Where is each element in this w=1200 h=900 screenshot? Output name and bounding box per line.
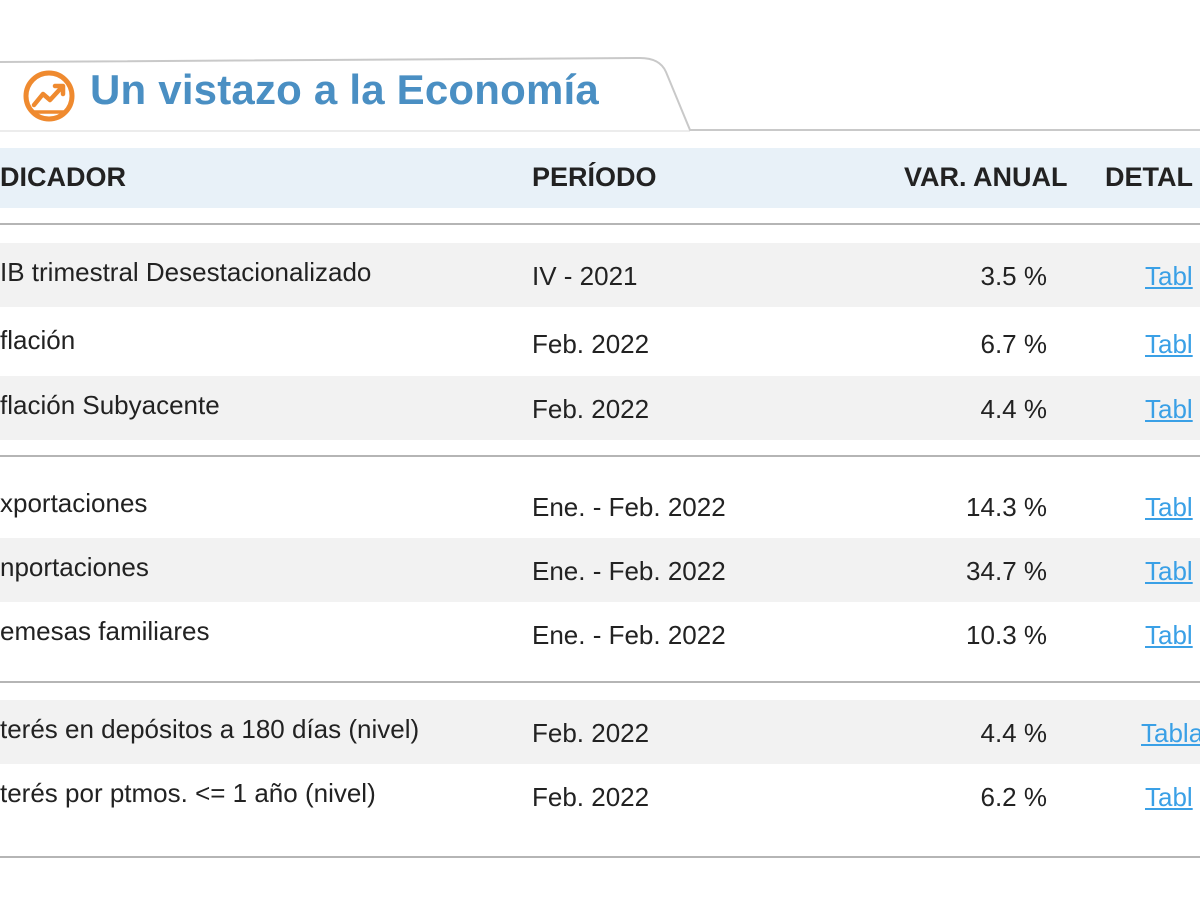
indicator-cell: terés por ptmos. <= 1 año (nivel) [0, 778, 376, 808]
annual-var-cell: 3.5 % [980, 261, 1048, 291]
period-cell: Ene. - Feb. 2022 [532, 492, 726, 522]
period-cell: Feb. 2022 [532, 718, 650, 748]
indicator-cell: emesas familiares [0, 616, 210, 646]
annual-var-cell: 6.7 % [980, 329, 1048, 359]
detail-link[interactable]: Tabl [1145, 492, 1193, 522]
indicator-cell: terés en depósitos a 180 días (nivel) [0, 714, 420, 744]
annual-var-cell: 6.2 % [980, 782, 1048, 812]
indicator-cell: flación Subyacente [0, 390, 220, 420]
table-row: flación Feb. 2022 6.7 % Tabl [0, 311, 1200, 375]
detail-link[interactable]: Tabl [1145, 261, 1193, 291]
detail-link[interactable]: Tabl [1145, 556, 1193, 586]
column-header-indicator: DICADOR [0, 162, 126, 192]
table-row: terés en depósitos a 180 días (nivel) Fe… [0, 700, 1200, 764]
table-row: flación Subyacente Feb. 2022 4.4 % Tabl [0, 376, 1200, 440]
group-separator [0, 681, 1200, 683]
period-cell: Ene. - Feb. 2022 [532, 620, 726, 650]
table-bottom-border [0, 856, 1200, 858]
period-cell: Feb. 2022 [532, 394, 650, 424]
tab-outline [0, 56, 1200, 132]
detail-link[interactable]: Tabl [1145, 329, 1193, 359]
group-separator [0, 455, 1200, 457]
page-title: Un vistazo a la Economía [90, 66, 599, 113]
detail-link[interactable]: Tabl [1145, 620, 1193, 650]
indicator-cell: IB trimestral Desestacionalizado [0, 257, 372, 287]
table-row: IB trimestral Desestacionalizado IV - 20… [0, 243, 1200, 307]
trend-chart-icon [23, 70, 75, 122]
column-header-annual-var: VAR. ANUAL [904, 162, 1068, 192]
detail-link[interactable]: Tabl [1145, 394, 1193, 424]
annual-var-cell: 4.4 % [980, 718, 1048, 748]
period-cell: IV - 2021 [532, 261, 638, 291]
table-row: xportaciones Ene. - Feb. 2022 14.3 % Tab… [0, 474, 1200, 538]
table-row: terés por ptmos. <= 1 año (nivel) Feb. 2… [0, 764, 1200, 828]
indicator-cell: xportaciones [0, 488, 148, 518]
annual-var-cell: 10.3 % [966, 620, 1047, 650]
column-header-period: PERÍODO [532, 162, 657, 192]
table-header: DICADOR PERÍODO VAR. ANUAL DETAL [0, 148, 1200, 208]
period-cell: Ene. - Feb. 2022 [532, 556, 726, 586]
column-header-detail: DETAL [1105, 162, 1193, 192]
annual-var-cell: 4.4 % [980, 394, 1048, 424]
indicator-cell: nportaciones [0, 552, 149, 582]
indicator-cell: flación [0, 325, 76, 355]
period-cell: Feb. 2022 [532, 782, 650, 812]
period-cell: Feb. 2022 [532, 329, 650, 359]
annual-var-cell: 14.3 % [966, 492, 1047, 522]
table-row: emesas familiares Ene. - Feb. 2022 10.3 … [0, 602, 1200, 666]
group-separator [0, 223, 1200, 225]
annual-var-cell: 34.7 % [966, 556, 1047, 586]
table-row: nportaciones Ene. - Feb. 2022 34.7 % Tab… [0, 538, 1200, 602]
detail-link[interactable]: Tabl [1145, 782, 1193, 812]
detail-link[interactable]: Tabla [1141, 718, 1200, 748]
